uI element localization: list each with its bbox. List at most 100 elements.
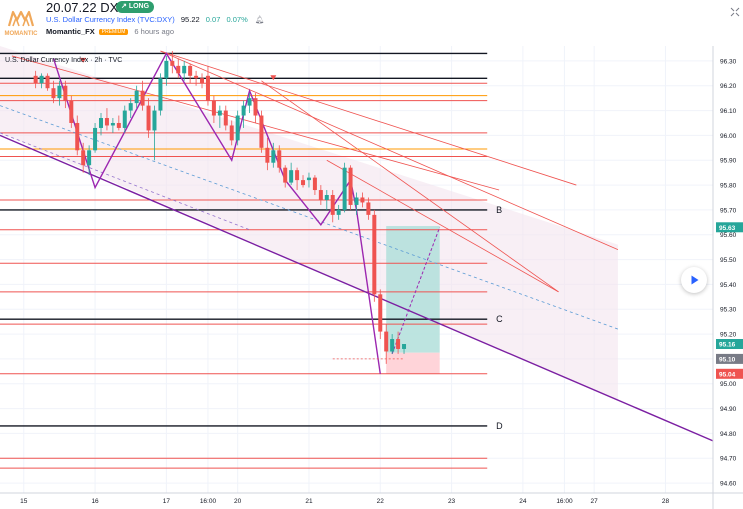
channel-line [11,55,500,191]
candle-body [378,294,383,332]
price-tick: 95.00 [720,381,737,388]
candle-body [87,150,92,166]
channel-midline [0,105,619,330]
time-tick: 17 [163,498,171,505]
candle-body [396,339,401,349]
candle-body [366,202,371,215]
candle-body [63,85,68,101]
candle-body [122,110,127,128]
candle-body [170,60,175,66]
candle-body [110,122,115,126]
price-label-box [716,368,743,379]
candle-body [360,197,365,203]
price-label: 95.10 [719,356,736,363]
candle-body [146,105,151,131]
price-label: 95.16 [719,342,736,349]
candle-body [99,118,104,128]
time-tick: 16:00 [200,498,217,505]
price-tick: 94.60 [720,481,737,488]
candle-body [104,118,109,126]
candle-body [51,88,56,99]
candle-body [271,150,276,163]
time-tick: 16 [91,498,99,505]
price-tick: 95.80 [720,183,737,190]
channel-line [160,50,577,186]
candle-body [306,177,311,181]
candle-body [324,195,329,200]
price-tick: 94.80 [720,431,737,438]
price-tick: 94.90 [720,406,737,413]
candle-body [318,190,323,200]
level-label: C [496,314,503,324]
price-label: 95.63 [719,225,736,232]
candle-body [265,147,270,163]
price-tick: 96.20 [720,83,737,90]
posted-time: 6 hours ago [134,27,175,36]
symbol-price: 95.22 [180,15,200,24]
svg-text:MOMANTIC: MOMANTIC [5,31,39,37]
sell-marker [80,57,87,63]
candle-body [372,214,377,295]
long-badge: ↗ LONG [116,1,155,13]
channel-line [261,80,559,293]
candle-body [235,115,240,141]
candle-body [229,125,234,141]
candle-body [342,167,347,210]
candle-body [253,98,258,116]
candle-body [390,339,395,352]
candle-body [39,75,44,84]
bell-icon[interactable]: 🔔︎ [254,15,265,24]
time-tick: 16:00 [556,498,573,505]
channel-low-dashed [0,132,250,231]
candle-body [247,98,252,106]
time-tick: 23 [448,498,456,505]
channel-line [326,159,559,293]
play-button[interactable] [681,267,707,293]
author-name[interactable]: Momantic_FX [46,27,95,36]
time-tick: 28 [662,498,670,505]
chart-legend: U.S. Dollar Currency Index · 2h · TVC [5,57,122,64]
symbol-line: U.S. Dollar Currency Index (TVC:DXY) 95.… [46,15,264,24]
author-line: Momantic_FX PREMIUM 6 hours ago [46,27,174,36]
candle-body [354,197,359,205]
position-profit-zone [386,226,440,353]
price-label: 95.04 [719,371,736,378]
candle-body [295,170,300,181]
time-tick: 21 [305,498,313,505]
collapse-icon[interactable] [730,4,740,17]
level-label: B [496,205,502,215]
long-badge-label: LONG [128,3,150,10]
candle-body [312,177,317,191]
symbol-change: 0.07 [205,15,221,24]
price-tick: 96.10 [720,108,737,115]
candle-body [241,105,246,116]
publication-header: MOMANTIC 20.07.22 DXY ↗ LONG U.S. Dollar… [0,0,743,46]
candle-body [211,100,216,116]
play-icon [691,275,699,285]
candle-body [140,90,145,106]
candle-body [348,167,353,205]
price-tick: 95.50 [720,257,737,264]
channel-line [160,50,619,251]
price-chart[interactable]: B C D 96.30 96.20 96.10 96.00 95.90 95.80 95.70 9… [0,46,743,509]
symbol-link[interactable]: U.S. Dollar Currency Index (TVC:DXY) [46,15,175,24]
time-tick: 20 [234,498,242,505]
publication-title: 20.07.22 DXY [46,0,127,15]
price-label-box [716,222,743,233]
candle-body [158,78,163,111]
candle-body [57,85,62,99]
projection-path [391,227,441,355]
price-tick: 96.00 [720,133,737,140]
sell-marker [270,75,277,81]
legend-title: U.S. Dollar Currency Index · 2h · TVC [5,57,122,64]
price-tick: 95.60 [720,232,737,239]
price-tick: 95.90 [720,158,737,165]
candle-body [194,75,199,79]
candle-body [75,122,80,151]
candle-body [402,344,407,349]
candle-body [301,180,306,186]
candle-body [116,122,121,128]
time-tick: 24 [519,498,527,505]
candle-body [33,75,38,84]
candle-body [134,90,139,104]
